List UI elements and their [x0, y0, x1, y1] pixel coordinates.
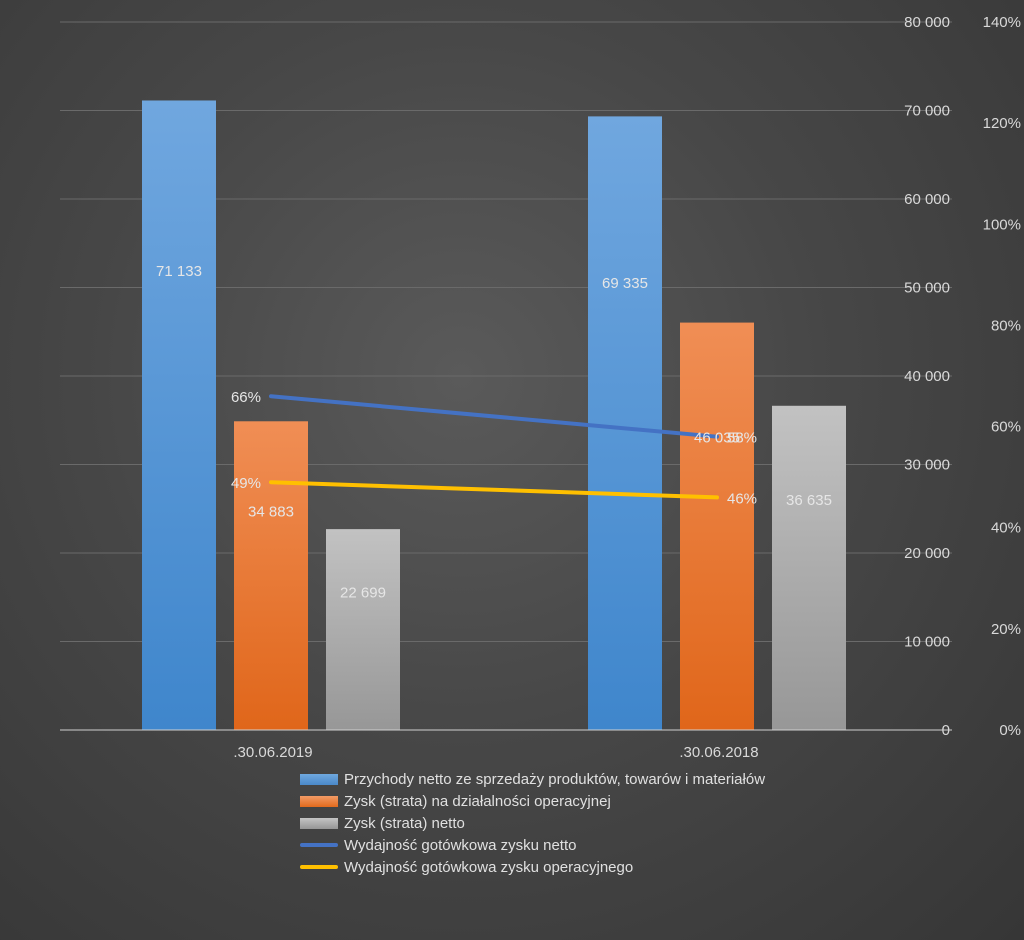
legend-label: Zysk (strata) netto [344, 814, 465, 832]
y-left-tick-label: 50 000 [904, 280, 950, 297]
legend-swatch-operating-profit [300, 795, 338, 807]
bar [326, 529, 400, 730]
line-series [269, 394, 719, 500]
line-data-label: 46% [727, 490, 757, 507]
y-left-tick-label: 10 000 [904, 634, 950, 651]
y-left-tick-label: 80 000 [904, 14, 950, 31]
bar-data-label: 69 335 [602, 275, 648, 292]
line-data-label: 49% [231, 475, 261, 492]
legend-item-revenue: Przychody netto ze sprzedaży produktów, … [300, 768, 765, 790]
legend-label: Przychody netto ze sprzedaży produktów, … [344, 770, 766, 788]
bar-data-label: 22 699 [340, 584, 386, 601]
bar [142, 100, 216, 730]
bar [588, 116, 662, 730]
x-tick-label: .30.06.2018 [679, 744, 758, 761]
legend-label: Zysk (strata) na działalności operacyjne… [344, 792, 611, 810]
bar-series [142, 100, 846, 730]
series-line [269, 480, 719, 500]
y-right-tick-label: 60% [991, 419, 1021, 436]
legend-item-net-cash-efficiency: Wydajność gotówkowa zysku netto [300, 834, 765, 856]
y-right-tick-label: 80% [991, 317, 1021, 334]
bar-data-label: 71 133 [156, 263, 202, 280]
bar [680, 322, 754, 730]
bar-data-label: 46 035 [694, 429, 740, 446]
bar-data-label: 34 883 [248, 503, 294, 520]
data-labels: 71 133 69 335 34 883 46 035 22 699 36 635 66% 5… [156, 263, 832, 601]
legend-swatch-net-profit [300, 817, 338, 829]
y-left-tick-label: 40 000 [904, 368, 950, 385]
line-data-label: 66% [231, 389, 261, 406]
legend-swatch-net-cash-efficiency [300, 843, 338, 847]
y-right-tick-label: 140% [983, 14, 1021, 31]
y-left-tick-label: 30 000 [904, 457, 950, 474]
bar-data-label: 36 635 [786, 492, 832, 509]
y-right-tick-label: 40% [991, 520, 1021, 537]
y-right-tick-label: 120% [983, 115, 1021, 132]
legend-swatch-operating-cash-efficiency [300, 865, 338, 869]
legend-item-net-profit: Zysk (strata) netto [300, 812, 765, 834]
y-left-tick-label: 20 000 [904, 545, 950, 562]
legend-item-operating-profit: Zysk (strata) na działalności operacyjne… [300, 790, 765, 812]
bar [772, 405, 846, 730]
series-line [269, 394, 719, 439]
y-right-tick-label: 20% [991, 621, 1021, 638]
x-tick-label: .30.06.2019 [233, 744, 312, 761]
y-left-tick-label: 70 000 [904, 103, 950, 120]
legend: Przychody netto ze sprzedaży produktów, … [300, 768, 765, 878]
bar [234, 421, 308, 730]
y-right-tick-label: 100% [983, 216, 1021, 233]
legend-item-operating-cash-efficiency: Wydajność gotówkowa zysku operacyjnego [300, 856, 765, 878]
legend-label: Wydajność gotówkowa zysku netto [344, 836, 577, 854]
line-data-label: 58% [727, 430, 757, 447]
legend-swatch-revenue [300, 773, 338, 785]
y-left-tick-label: 60 000 [904, 191, 950, 208]
legend-label: Wydajność gotówkowa zysku operacyjnego [344, 858, 634, 876]
y-right-tick-label: 0% [999, 722, 1021, 739]
